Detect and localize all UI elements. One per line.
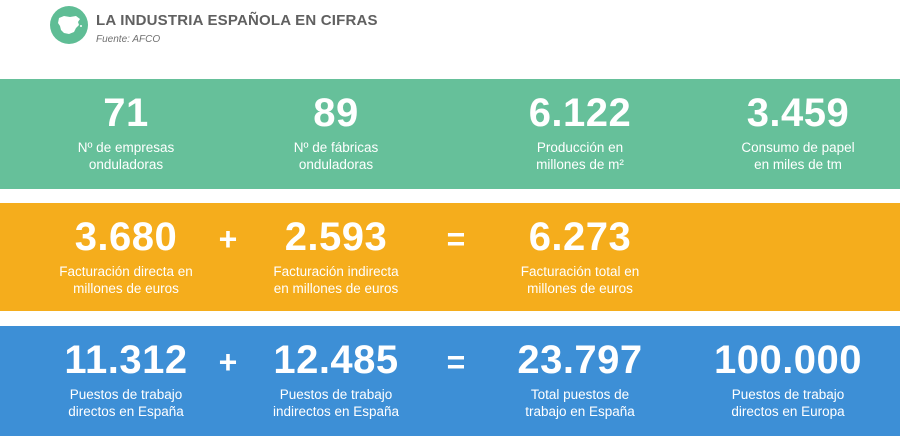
stat-value: 89 — [313, 91, 359, 135]
stat-label: Facturación directa en millones de euros — [59, 264, 193, 296]
industry-stats-band: 71 Nº de empresas onduladoras 89 Nº de f… — [0, 79, 900, 189]
equals-sign: = — [446, 344, 466, 380]
stat-value: 23.797 — [517, 338, 643, 382]
stat-factories: 89 Nº de fábricas onduladoras — [226, 79, 446, 173]
stat-indirect-revenue: 2.593 Facturación indirecta en millones … — [226, 203, 446, 297]
stat-value: 3.680 — [74, 215, 178, 259]
stat-label: Total puestos de trabajo en España — [525, 387, 635, 419]
stat-label: Puestos de trabajo indirectos en España — [272, 387, 400, 419]
spain-map-icon — [50, 6, 88, 44]
page-title: LA INDUSTRIA ESPAÑOLA EN CIFRAS — [96, 12, 378, 29]
stat-value: 12.485 — [273, 338, 399, 382]
stat-value: 3.459 — [746, 91, 850, 135]
stat-value: 71 — [103, 91, 149, 135]
stat-value: 11.312 — [64, 338, 188, 382]
stat-total-revenue: 6.273 Facturación total en millones de e… — [470, 203, 690, 297]
stat-label: Consumo de papel en miles de tm — [741, 140, 855, 172]
stat-direct-jobs: 11.312 Puestos de trabajo directos en Es… — [16, 326, 236, 420]
stat-direct-revenue: 3.680 Facturación directa en millones de… — [16, 203, 236, 297]
stat-label: Puestos de trabajo directos en España — [68, 387, 184, 419]
stat-value: 6.273 — [528, 215, 632, 259]
stat-label: Facturación total en millones de euros — [520, 264, 640, 296]
stat-companies: 71 Nº de empresas onduladoras — [16, 79, 236, 173]
employment-band: 11.312 Puestos de trabajo directos en Es… — [0, 326, 900, 436]
stat-value: 2.593 — [284, 215, 388, 259]
stat-label: Facturación indirecta en millones de eur… — [273, 264, 399, 296]
plus-sign: + — [218, 221, 238, 257]
stat-paper-consumption: 3.459 Consumo de papel en miles de tm — [688, 79, 900, 173]
stat-label: Nº de empresas onduladoras — [77, 140, 175, 172]
stat-label: Producción en millones de m² — [536, 140, 624, 172]
stat-indirect-jobs: 12.485 Puestos de trabajo indirectos en … — [226, 326, 446, 420]
stat-label: Puestos de trabajo directos en Europa — [731, 387, 845, 419]
stat-value: 100.000 — [713, 338, 863, 382]
stat-production: 6.122 Producción en millones de m² — [470, 79, 690, 173]
stat-label: Nº de fábricas onduladoras — [293, 140, 379, 172]
revenue-band: 3.680 Facturación directa en millones de… — [0, 203, 900, 311]
plus-sign: + — [218, 344, 238, 380]
equals-sign: = — [446, 221, 466, 257]
stat-europe-jobs: 100.000 Puestos de trabajo directos en E… — [678, 326, 898, 420]
stat-total-jobs: 23.797 Total puestos de trabajo en Españ… — [470, 326, 690, 420]
stat-value: 6.122 — [528, 91, 632, 135]
source-note: Fuente: AFCO — [96, 34, 161, 45]
